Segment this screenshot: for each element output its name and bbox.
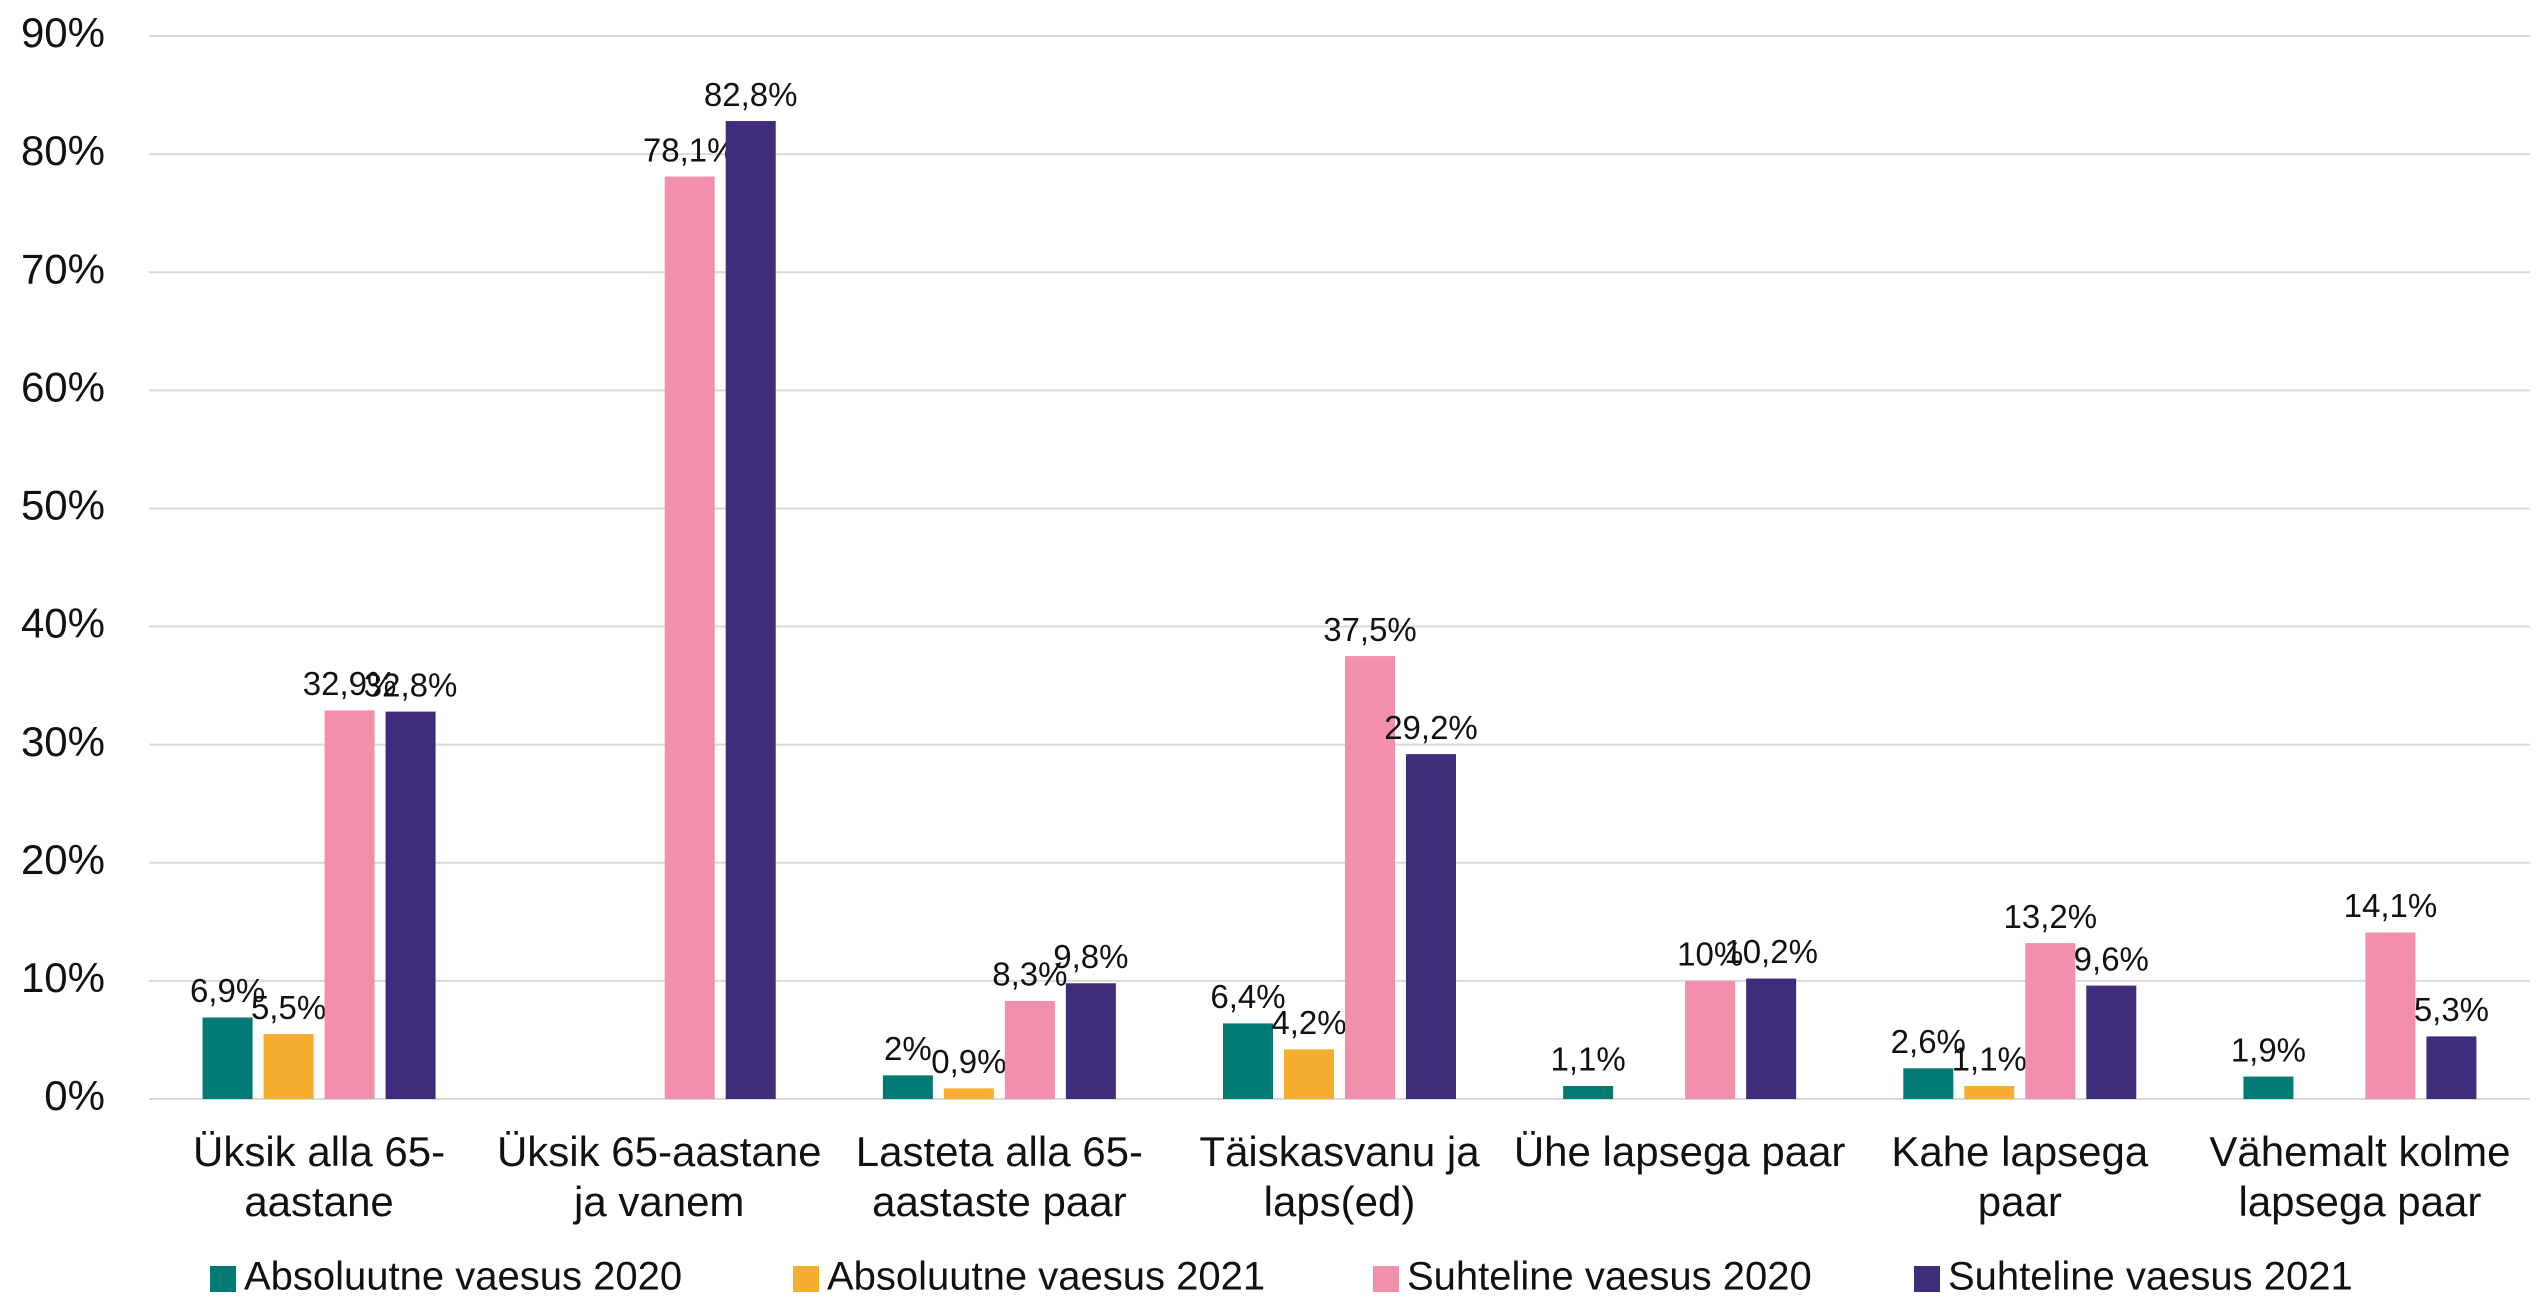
- bar: [1284, 1049, 1334, 1099]
- y-tick-label: 0%: [44, 1072, 105, 1119]
- bar: [1345, 656, 1395, 1099]
- legend-swatch: [793, 1266, 819, 1292]
- x-tick-line: Kahe lapsega: [1891, 1128, 2149, 1175]
- value-label: 5,3%: [2414, 991, 2489, 1028]
- y-tick-label: 50%: [21, 482, 105, 529]
- value-label: 9,8%: [1053, 938, 1128, 975]
- x-tick-line: Vähemalt kolme: [2209, 1128, 2510, 1175]
- legend-swatch: [1914, 1266, 1940, 1292]
- bar: [385, 711, 436, 1099]
- x-tick-label: Täiskasvanu ja laps(ed): [1199, 1128, 1480, 1225]
- value-label: 14,1%: [2344, 887, 2438, 924]
- value-label: 78,1%: [643, 131, 737, 168]
- legend-label: Suhteline vaesus 2020: [1407, 1255, 1812, 1299]
- legend-swatch: [1373, 1266, 1399, 1292]
- value-label: 2%: [884, 1030, 932, 1067]
- x-tick-line: Üksik alla 65-: [193, 1128, 445, 1175]
- bar: [1746, 978, 1797, 1099]
- y-tick-label: 20%: [21, 836, 105, 883]
- bar: [2426, 1036, 2477, 1099]
- bar: [1065, 983, 1116, 1099]
- x-tick-label: Lasteta alla 65-aastaste paar: [856, 1128, 1143, 1225]
- value-label: 6,9%: [190, 972, 265, 1009]
- bar: [1563, 1086, 1614, 1099]
- value-label: 1,1%: [1551, 1041, 1626, 1078]
- x-tick-label: Üksik 65-aastane ja vanem: [497, 1128, 822, 1225]
- x-tick-label: Kahe lapsega paar: [1891, 1128, 2149, 1225]
- bar: [943, 1088, 994, 1099]
- value-label: 32,9%: [303, 665, 397, 702]
- y-tick-label: 70%: [21, 245, 105, 292]
- value-label: 0,9%: [931, 1043, 1006, 1080]
- x-tick-label: Ühe lapsega paar: [1514, 1128, 1846, 1175]
- value-label: 10%: [1677, 936, 1743, 973]
- y-tick-label: 30%: [21, 718, 105, 765]
- bar: [2025, 943, 2076, 1099]
- y-tick-label: 90%: [21, 9, 105, 56]
- bar: [2086, 985, 2137, 1099]
- x-tick-label: Vähemalt kolme lapsega paar: [2209, 1128, 2510, 1225]
- x-tick-line: Üksik 65-aastane: [497, 1128, 822, 1175]
- y-tick-label: 40%: [21, 600, 105, 647]
- legend-label: Absoluutne vaesus 2021: [827, 1255, 1265, 1299]
- legend-label: Suhteline vaesus 2021: [1948, 1255, 2353, 1299]
- value-label: 4,2%: [1271, 1004, 1346, 1041]
- y-tick-label: 60%: [21, 363, 105, 410]
- value-label: 29,2%: [1384, 709, 1478, 746]
- bar: [2365, 932, 2416, 1099]
- bar: [1903, 1068, 1954, 1099]
- bar: [263, 1034, 314, 1099]
- bar: [1004, 1000, 1055, 1099]
- legend-label: Absoluutne vaesus 2020: [244, 1255, 682, 1299]
- bar: [1406, 754, 1456, 1099]
- value-label: 5,5%: [251, 989, 326, 1026]
- bar: [1223, 1023, 1273, 1099]
- x-tick-line: lapsega paar: [2238, 1178, 2481, 1225]
- value-label: 32,8%: [364, 666, 458, 703]
- y-tick-label: 10%: [21, 954, 105, 1001]
- x-tick-line: aastane: [244, 1178, 393, 1225]
- x-tick-line: paar: [1978, 1178, 2062, 1225]
- value-label: 82,8%: [704, 76, 798, 113]
- bar: [664, 176, 715, 1099]
- bar: [725, 121, 776, 1100]
- bar: [1685, 980, 1736, 1099]
- value-label: 9,6%: [2074, 940, 2149, 977]
- x-tick-line: Lasteta alla 65-: [856, 1128, 1143, 1175]
- value-label: 2,6%: [1891, 1023, 1966, 1060]
- value-label: 37,5%: [1323, 611, 1417, 648]
- value-label: 6,4%: [1210, 978, 1285, 1015]
- x-tick-line: ja vanem: [572, 1178, 744, 1225]
- value-label: 8,3%: [992, 956, 1067, 993]
- value-label: 1,9%: [2231, 1031, 2306, 1068]
- y-tick-label: 80%: [21, 127, 105, 174]
- bar: [324, 710, 375, 1099]
- bar: [1964, 1086, 2015, 1099]
- value-label: 1,1%: [1952, 1041, 2027, 1078]
- bar: [2243, 1076, 2294, 1099]
- x-tick-line: laps(ed): [1264, 1178, 1416, 1225]
- bar: [202, 1017, 253, 1099]
- x-tick-line: aastaste paar: [872, 1178, 1127, 1225]
- value-label: 10,2%: [1724, 933, 1818, 970]
- x-tick-line: Ühe lapsega paar: [1514, 1128, 1846, 1175]
- x-tick-label: Üksik alla 65-aastane: [193, 1128, 445, 1225]
- value-label: 13,2%: [2003, 898, 2097, 935]
- x-tick-line: Täiskasvanu ja: [1199, 1128, 1480, 1175]
- bar: [882, 1075, 933, 1099]
- legend-swatch: [210, 1266, 236, 1292]
